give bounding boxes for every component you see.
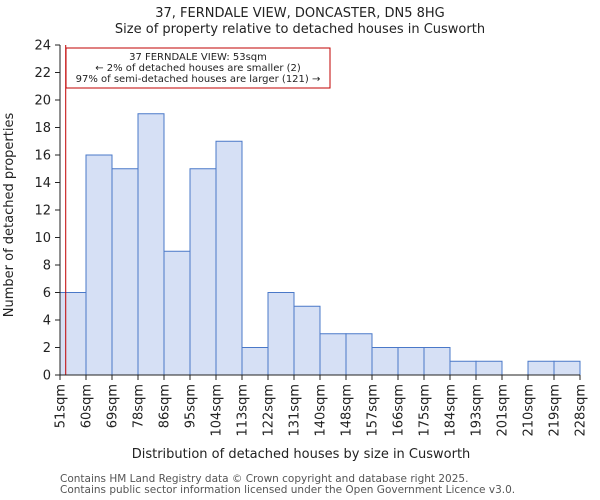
y-tick-label: 12 bbox=[34, 204, 51, 219]
bar-157sqm bbox=[371, 347, 399, 376]
x-tick-label: 184sqm bbox=[444, 384, 459, 437]
bar-166sqm bbox=[397, 347, 425, 376]
x-tick-label: 51sqm bbox=[54, 384, 69, 428]
bar-51sqm bbox=[59, 292, 87, 376]
y-tick-label: 20 bbox=[34, 94, 51, 109]
bar-78sqm bbox=[137, 113, 165, 376]
bar-210sqm bbox=[527, 360, 555, 376]
bar-86sqm bbox=[163, 250, 191, 376]
bar-113sqm bbox=[241, 347, 269, 376]
y-axis-label: Number of detached properties bbox=[2, 113, 17, 318]
bar-175sqm bbox=[423, 347, 451, 376]
bars-group bbox=[59, 113, 581, 376]
y-tick-label: 18 bbox=[34, 121, 51, 136]
x-tick-label: 95sqm bbox=[184, 384, 199, 428]
bar-184sqm bbox=[449, 360, 477, 376]
y-tick-label: 0 bbox=[43, 369, 51, 384]
y-tick-label: 10 bbox=[34, 231, 51, 246]
y-tick-label: 14 bbox=[34, 176, 51, 191]
bar-122sqm bbox=[267, 292, 295, 376]
y-tick-label: 22 bbox=[34, 66, 51, 81]
x-tick-label: 131sqm bbox=[288, 384, 303, 437]
x-tick-label: 148sqm bbox=[340, 384, 355, 437]
x-tick-label: 69sqm bbox=[106, 384, 121, 428]
x-tick-label: 140sqm bbox=[314, 384, 329, 437]
x-tick-label: 113sqm bbox=[236, 384, 251, 437]
annotation-line-2: ← 2% of detached houses are smaller (2) bbox=[95, 63, 301, 74]
footer-line-1: Contains HM Land Registry data © Crown c… bbox=[60, 473, 469, 485]
bar-69sqm bbox=[111, 168, 139, 376]
bar-193sqm bbox=[475, 360, 503, 376]
chart-subtitle: Size of property relative to detached ho… bbox=[115, 22, 485, 37]
annotation-border bbox=[65, 47, 331, 89]
y-tick-label: 24 bbox=[34, 39, 51, 54]
x-tick-label: 60sqm bbox=[80, 384, 95, 428]
x-tick-label: 210sqm bbox=[522, 384, 537, 437]
x-tick-label: 175sqm bbox=[418, 384, 433, 437]
bar-104sqm bbox=[215, 140, 243, 376]
histogram-chart: 37, FERNDALE VIEW, DONCASTER, DN5 8HG Si… bbox=[2, 6, 589, 462]
x-axis-label: Distribution of detached houses by size … bbox=[132, 447, 471, 462]
annotation-line-3: 97% of semi-detached houses are larger (… bbox=[76, 74, 321, 85]
y-tick-label: 8 bbox=[43, 259, 51, 274]
y-tick-label: 6 bbox=[43, 286, 51, 301]
bar-131sqm bbox=[293, 305, 321, 376]
x-tick-label: 166sqm bbox=[392, 384, 407, 437]
x-tick-label: 104sqm bbox=[210, 384, 225, 437]
x-axis-ticks: 51sqm 60sqm 69sqm 78sqm 86sqm 95sqm 104sqm 113s… bbox=[54, 375, 589, 437]
x-tick-label: 78sqm bbox=[132, 384, 147, 428]
y-tick-label: 4 bbox=[43, 314, 51, 329]
bar-140sqm bbox=[319, 333, 347, 376]
x-tick-label: 86sqm bbox=[158, 384, 173, 428]
annotation-line-1: 37 FERNDALE VIEW: 53sqm bbox=[129, 52, 267, 63]
bar-95sqm bbox=[189, 168, 217, 376]
annotation-box: 37 FERNDALE VIEW: 53sqm ← 2% of detached… bbox=[65, 47, 331, 89]
chart-title: 37, FERNDALE VIEW, DONCASTER, DN5 8HG bbox=[155, 6, 444, 21]
x-tick-label: 193sqm bbox=[470, 384, 485, 437]
footer-line-2: Contains public sector information licen… bbox=[60, 484, 516, 496]
bar-148sqm bbox=[345, 333, 373, 376]
y-tick-label: 16 bbox=[34, 149, 51, 164]
x-tick-label: 122sqm bbox=[262, 384, 277, 437]
x-tick-label: 157sqm bbox=[366, 384, 381, 437]
x-tick-label: 201sqm bbox=[496, 384, 511, 437]
bar-219sqm bbox=[553, 360, 581, 376]
y-tick-label: 2 bbox=[43, 341, 51, 356]
x-tick-label: 228sqm bbox=[574, 384, 589, 437]
x-tick-label: 219sqm bbox=[548, 384, 563, 437]
bar-60sqm bbox=[85, 154, 113, 376]
